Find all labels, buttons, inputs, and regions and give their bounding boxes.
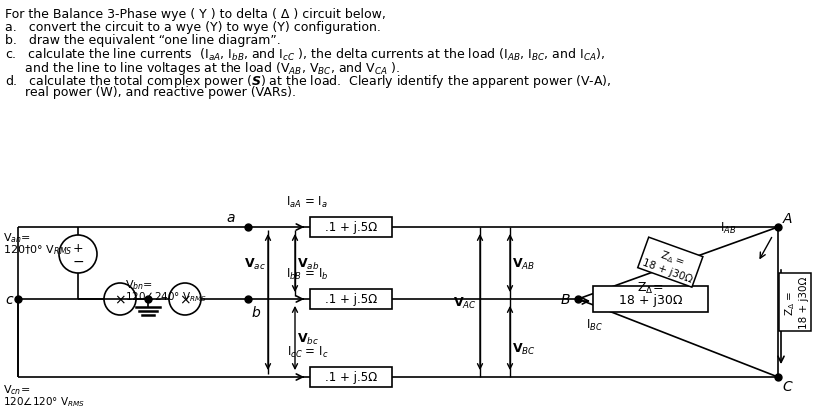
- Text: real power (W), and reactive power (VARs).: real power (W), and reactive power (VARs…: [5, 86, 296, 99]
- Text: 120∠240° V$_{RMS}$: 120∠240° V$_{RMS}$: [124, 289, 207, 303]
- Text: V$_{bn}$=: V$_{bn}$=: [124, 277, 153, 291]
- Text: −: −: [72, 254, 84, 268]
- Text: I$_{BC}$: I$_{BC}$: [586, 317, 602, 332]
- Text: For the Balance 3-Phase wye ( Y ) to delta ( Δ ) circuit below,: For the Balance 3-Phase wye ( Y ) to del…: [5, 8, 386, 21]
- Text: b.   draw the equivalent “one line diagram”.: b. draw the equivalent “one line diagram…: [5, 34, 280, 47]
- Text: I$_{AB}$: I$_{AB}$: [719, 220, 735, 236]
- Text: $c$: $c$: [5, 292, 14, 306]
- Text: .1 + j.5Ω: .1 + j.5Ω: [324, 293, 377, 306]
- Text: and the line to line voltages at the load (V$_{AB}$, V$_{BC}$, and V$_{CA}$ ).: and the line to line voltages at the loa…: [5, 60, 400, 77]
- Text: $\mathbf{V}$$_{bc}$: $\mathbf{V}$$_{bc}$: [296, 330, 319, 346]
- Text: d.   calculate the total complex power ($\boldsymbol{S}$) at the load.  Clearly : d. calculate the total complex power ($\…: [5, 73, 610, 90]
- Text: .1 + j.5Ω: .1 + j.5Ω: [324, 371, 377, 384]
- Text: 120†0° V$_{RMS}$: 120†0° V$_{RMS}$: [3, 243, 72, 256]
- Text: $A$: $A$: [781, 211, 792, 225]
- Text: a.   convert the circuit to a wye (Y) to wye (Y) configuration.: a. convert the circuit to a wye (Y) to w…: [5, 21, 380, 34]
- Text: I$_{bB}$ = I$_b$: I$_{bB}$ = I$_b$: [286, 266, 328, 281]
- Text: V$_{cn}$=: V$_{cn}$=: [3, 382, 30, 396]
- Text: 18 + j30Ω: 18 + j30Ω: [618, 293, 681, 306]
- Text: ×: ×: [114, 292, 125, 306]
- Text: Z$_Δ$ =
18 + j30Ω: Z$_Δ$ = 18 + j30Ω: [782, 276, 808, 328]
- Bar: [310, 218, 391, 237]
- Text: 120∠120° V$_{RMS}$: 120∠120° V$_{RMS}$: [3, 394, 85, 408]
- Bar: [310, 289, 391, 309]
- Text: c.   calculate the line currents  (I$_{aA}$, I$_{bB}$, and I$_{cC}$ ), the delta: c. calculate the line currents (I$_{aA}$…: [5, 47, 604, 63]
- Text: $B$: $B$: [559, 292, 570, 306]
- Text: $C$: $C$: [781, 379, 793, 393]
- Text: $\mathbf{V}$$_{BC}$: $\mathbf{V}$$_{BC}$: [511, 341, 536, 356]
- Text: Z$_Δ$ =
18 + j30Ω: Z$_Δ$ = 18 + j30Ω: [640, 243, 698, 284]
- Text: .1 + j.5Ω: .1 + j.5Ω: [324, 221, 377, 234]
- Text: $\mathbf{V}$$_{ac}$: $\mathbf{V}$$_{ac}$: [244, 256, 265, 271]
- Text: I$_{aA}$ = I$_a$: I$_{aA}$ = I$_a$: [286, 194, 328, 209]
- Text: ×: ×: [179, 292, 191, 306]
- Text: I$_{CA}$: I$_{CA}$: [782, 295, 799, 310]
- Bar: [592, 286, 707, 312]
- Text: Z$_Δ$=: Z$_Δ$=: [636, 280, 663, 295]
- Text: $a$: $a$: [226, 211, 235, 225]
- Text: $\mathbf{V}$$_{ab}$: $\mathbf{V}$$_{ab}$: [296, 256, 319, 271]
- Text: +: +: [73, 242, 84, 255]
- Text: $\mathbf{V}$$_{AC}$: $\mathbf{V}$$_{AC}$: [453, 295, 477, 310]
- Text: $b$: $b$: [251, 304, 260, 319]
- Text: V$_{an}$=: V$_{an}$=: [3, 230, 31, 244]
- Text: I$_{cC}$ = I$_c$: I$_{cC}$ = I$_c$: [287, 344, 328, 359]
- Bar: [310, 367, 391, 387]
- Text: $\mathbf{V}$$_{AB}$: $\mathbf{V}$$_{AB}$: [511, 256, 535, 271]
